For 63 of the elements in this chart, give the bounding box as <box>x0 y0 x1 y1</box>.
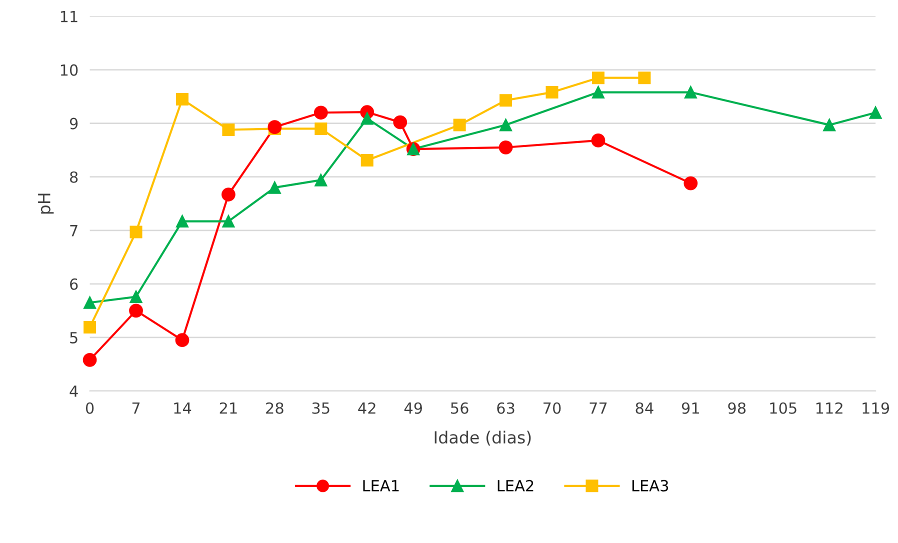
point <box>684 86 697 99</box>
x-tick-label: 98 <box>728 402 746 414</box>
x-tick-label: 63 <box>497 402 514 414</box>
point <box>823 118 836 132</box>
x-tick-label: 70 <box>544 402 561 414</box>
point <box>393 115 408 130</box>
point <box>130 226 142 238</box>
point <box>592 72 604 84</box>
x-tick-label: 42 <box>358 402 376 414</box>
x-tick-label: 56 <box>451 402 468 414</box>
legend-label: LEA3 <box>632 480 668 492</box>
point <box>360 154 374 167</box>
point <box>869 106 882 119</box>
x-tick-label: 105 <box>770 402 796 414</box>
point <box>175 333 190 348</box>
point <box>222 215 235 228</box>
y-tick-label: 8 <box>70 171 78 183</box>
x-tick-label: 119 <box>862 402 890 414</box>
point <box>84 296 96 309</box>
x-tick-label: 84 <box>636 402 654 414</box>
y-tick-label: 9 <box>70 118 78 130</box>
y-axis-title: pH <box>38 194 54 214</box>
x-tick-label: 7 <box>132 402 140 414</box>
legend-label: LEA1 <box>363 480 399 492</box>
point <box>129 304 143 318</box>
x-tick-label: 35 <box>312 402 330 414</box>
y-tick-label: 10 <box>60 64 78 76</box>
point <box>222 124 235 136</box>
point <box>453 118 466 132</box>
point <box>591 134 606 148</box>
point <box>314 122 328 135</box>
x-tick-label: 28 <box>266 402 284 414</box>
x-axis-title: Idade (dias) <box>434 430 531 446</box>
y-tick-label: 7 <box>70 225 78 236</box>
point <box>130 290 142 304</box>
point <box>684 176 698 190</box>
point <box>638 72 651 84</box>
point <box>592 86 604 99</box>
point <box>84 321 96 334</box>
x-tick-label: 91 <box>682 402 699 414</box>
y-tick-label: 5 <box>70 332 78 344</box>
point <box>82 352 97 367</box>
x-tick-label: 112 <box>816 402 842 414</box>
point <box>176 93 188 106</box>
y-tick-label: 6 <box>70 278 78 290</box>
point <box>314 106 328 120</box>
y-tick-label: 11 <box>60 10 78 22</box>
x-tick-label: 21 <box>220 402 237 414</box>
point <box>268 181 281 194</box>
point <box>176 215 188 228</box>
point <box>546 86 558 99</box>
point <box>498 140 513 154</box>
x-tick-label: 0 <box>86 402 94 414</box>
point <box>500 94 512 107</box>
point <box>314 174 328 186</box>
x-tick-label: 77 <box>590 402 607 414</box>
point <box>360 112 374 125</box>
y-tick-label: 4 <box>70 386 78 397</box>
point <box>222 188 236 202</box>
x-tick-label: 14 <box>174 402 192 414</box>
point <box>500 118 512 132</box>
x-tick-label: 49 <box>404 402 422 414</box>
legend-label: LEA2 <box>498 480 534 492</box>
